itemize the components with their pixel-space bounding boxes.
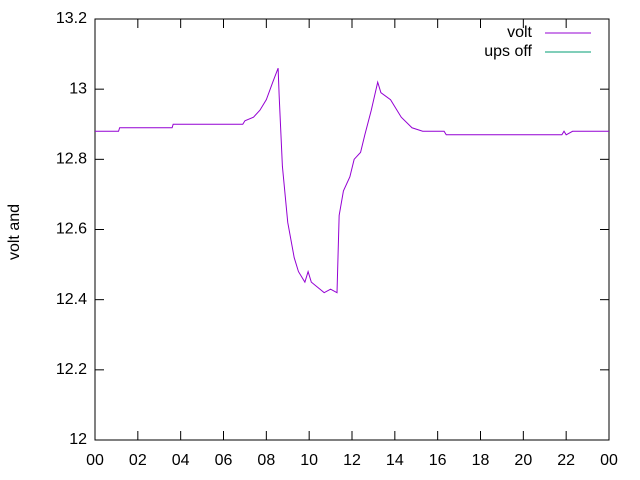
y-tick-label: 12 bbox=[69, 431, 87, 448]
x-tick-label: 12 bbox=[343, 452, 361, 469]
x-tick-label: 06 bbox=[215, 452, 233, 469]
y-tick-label: 12.4 bbox=[56, 291, 87, 308]
x-tick-label: 04 bbox=[172, 452, 190, 469]
x-tick-label: 16 bbox=[429, 452, 447, 469]
x-tick-label: 18 bbox=[472, 452, 490, 469]
x-tick-label: 00 bbox=[600, 452, 618, 469]
legend-label: volt bbox=[507, 24, 532, 41]
legend-label: ups off bbox=[484, 43, 532, 60]
x-tick-label: 14 bbox=[386, 452, 404, 469]
y-axis-label: volt and bbox=[6, 204, 23, 260]
y-tick-label: 13.2 bbox=[56, 10, 87, 27]
x-tick-label: 10 bbox=[300, 452, 318, 469]
y-tick-label: 12.2 bbox=[56, 361, 87, 378]
y-tick-label: 12.8 bbox=[56, 151, 87, 168]
y-tick-label: 12.6 bbox=[56, 221, 87, 238]
plot-frame bbox=[94, 18, 610, 441]
line-series bbox=[95, 67, 609, 294]
x-tick-label: 02 bbox=[129, 452, 147, 469]
y-tick-label: 13 bbox=[69, 80, 87, 97]
x-tick-label: 08 bbox=[257, 452, 275, 469]
x-tick-label: 00 bbox=[86, 452, 104, 469]
x-tick-label: 22 bbox=[557, 452, 575, 469]
x-tick-label: 20 bbox=[514, 452, 532, 469]
